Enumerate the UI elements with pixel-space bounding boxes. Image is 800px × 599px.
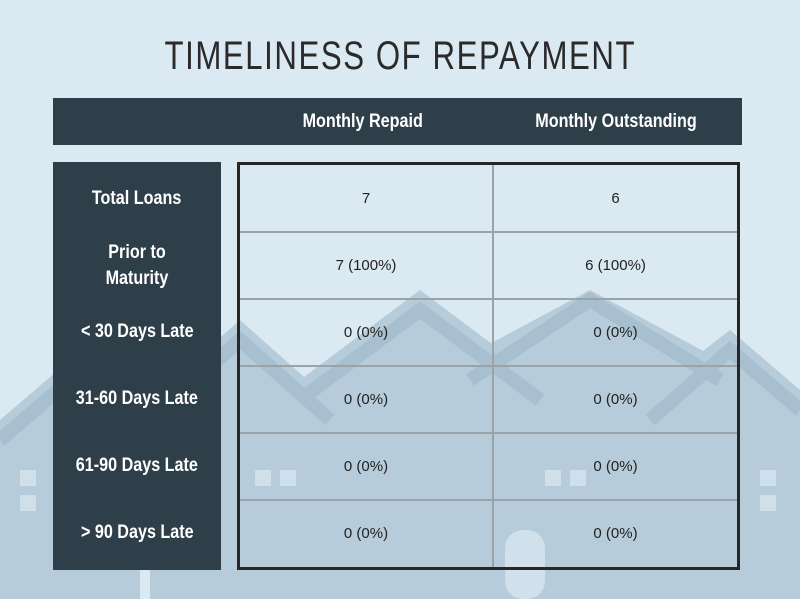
table-cell: 0 (0%) [593,391,638,408]
row-label: Prior to Maturity [105,241,169,289]
table-cell: 0 (0%) [343,458,389,475]
row-divider [240,231,737,233]
table-cell: 7 (100%) [335,257,397,274]
column-header-bar: Monthly Repaid Monthly Outstanding [53,98,742,145]
row-divider [240,365,737,367]
table-cell: 0 (0%) [593,525,638,542]
row-label: 61-90 Days Late [75,454,199,476]
table-cell: 0 (0%) [343,391,389,408]
table-cell: 0 (0%) [343,525,389,542]
column-header-monthly-outstanding: Monthly Outstanding [534,111,697,132]
table-cell: 6 [611,190,620,207]
row-label: < 30 Days Late [80,320,194,342]
table-cell: 7 [361,190,371,207]
column-header-monthly-repaid: Monthly Repaid [302,111,424,132]
row-divider [240,499,737,501]
row-divider [240,298,737,300]
row-label: Total Loans [92,187,182,209]
data-table: 7 6 7 (100%) 6 (100%) 0 (0%) 0 (0%) 0 (0… [237,162,740,570]
row-label: > 90 Days Late [80,521,194,543]
table-cell: 0 (0%) [593,458,638,475]
row-labels-panel: Total Loans Prior to Maturity < 30 Days … [53,162,221,570]
table-cell: 0 (0%) [593,324,638,341]
row-label: 31-60 Days Late [75,387,199,409]
table-cell: 0 (0%) [343,324,389,341]
page-title: TIMELINESS OF REPAYMENT [164,34,636,78]
row-divider [240,432,737,434]
table-cell: 6 (100%) [585,257,646,274]
